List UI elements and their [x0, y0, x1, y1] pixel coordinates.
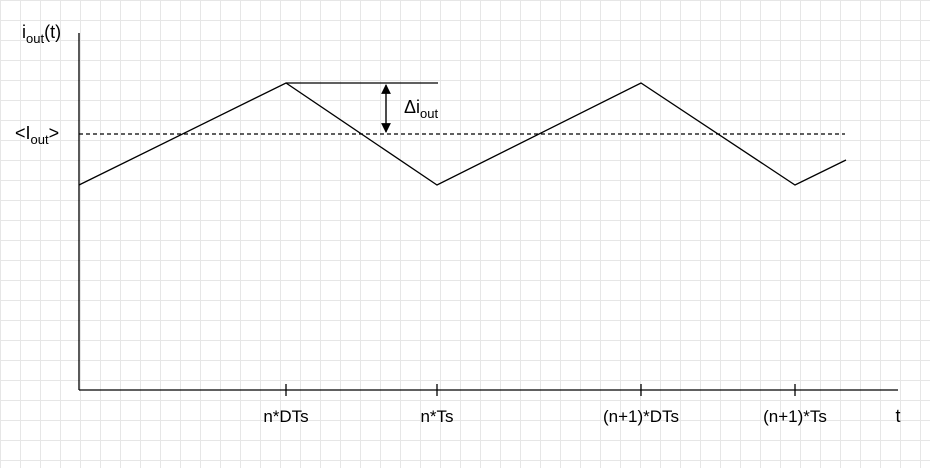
y-axis-label-sub: out — [26, 31, 44, 46]
tick-label-n1-ts: (n+1)*Ts — [763, 407, 827, 426]
average-label-suffix: > — [49, 123, 60, 143]
tick-label-n-dts: n*DTs — [263, 407, 308, 426]
y-axis-label-suffix: (t) — [44, 22, 61, 42]
tick-label-n1-dts: (n+1)*DTs — [603, 407, 679, 426]
x-axis-label: t — [895, 406, 900, 426]
ripple-label-sub: out — [420, 106, 438, 121]
average-label: <Iout> — [15, 123, 59, 147]
ripple-label-main: Δi — [404, 97, 420, 117]
y-axis-label-main: i — [22, 22, 26, 42]
y-axis-label: iout(t) — [22, 22, 61, 46]
current-waveform — [78, 82, 847, 186]
average-label-prefix: <I — [15, 123, 31, 143]
ripple-label: Δiout — [404, 97, 438, 121]
average-label-sub: out — [31, 132, 49, 147]
tick-label-n-ts: n*Ts — [420, 407, 453, 426]
